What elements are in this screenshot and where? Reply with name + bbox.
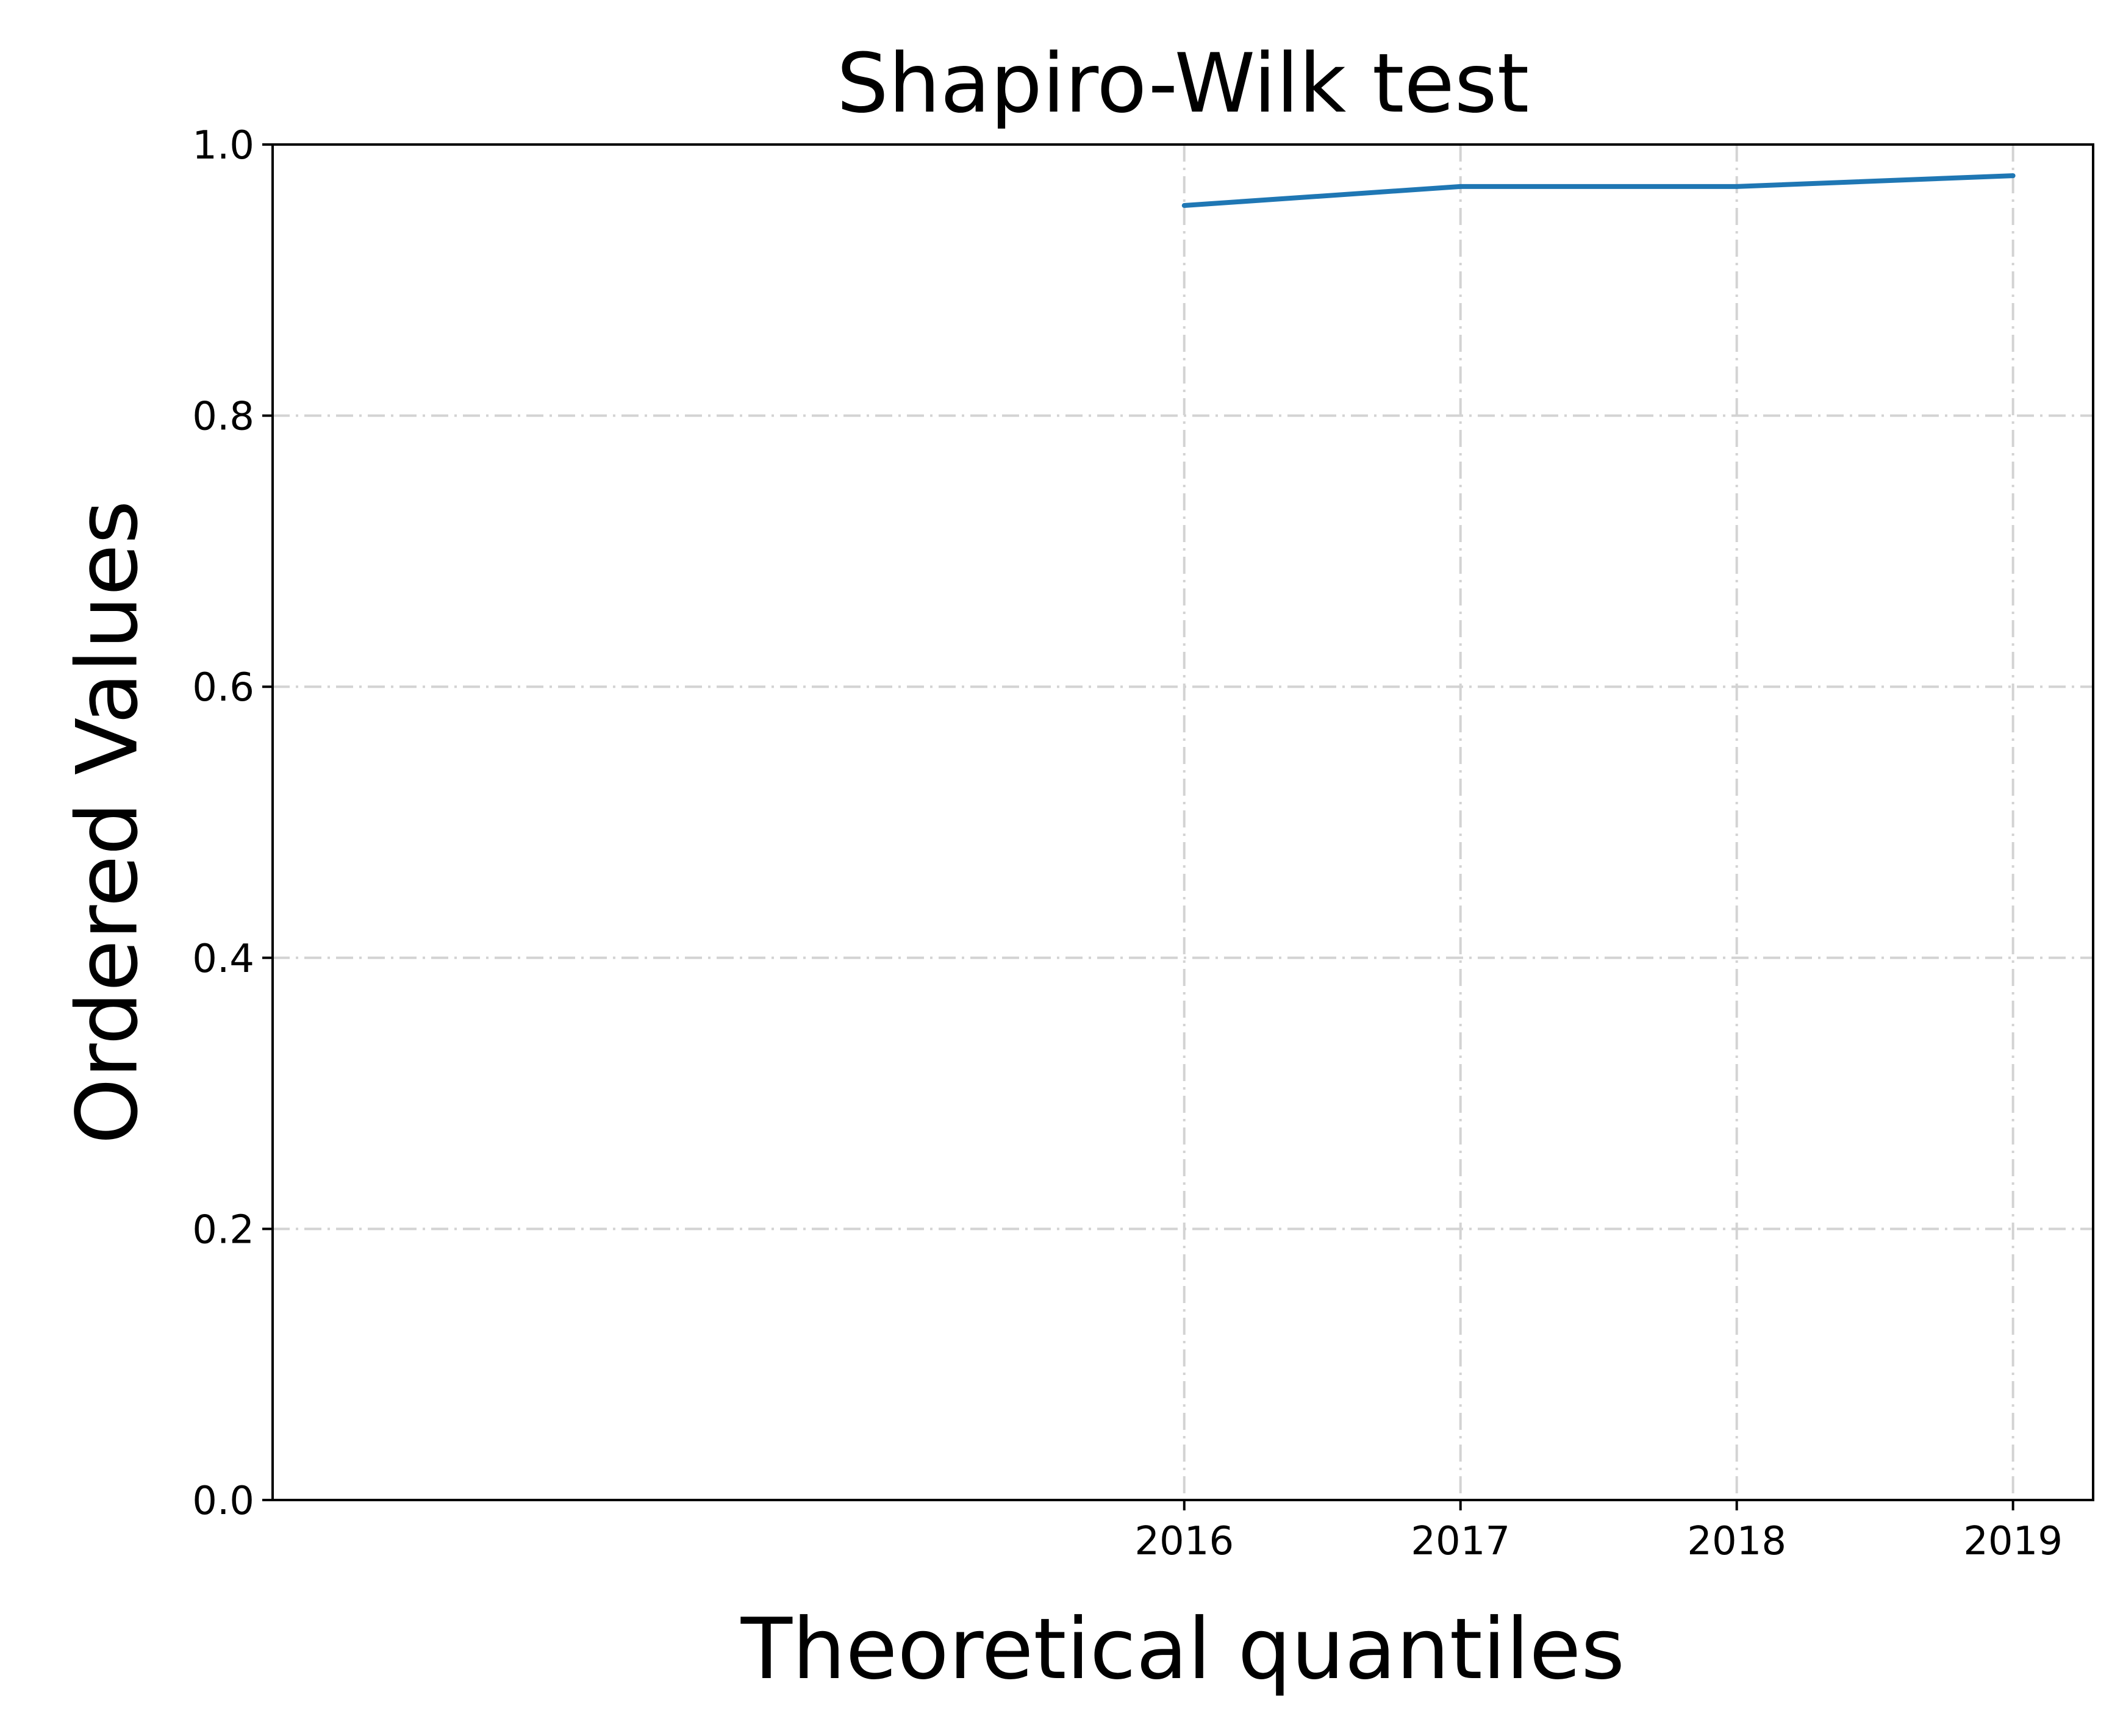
axis-ticks: 0.0 0.2 0.4 0.6 0.8 1.0 2016 2017 2018 2019 — [192, 123, 2063, 1564]
data-point — [2010, 173, 2016, 179]
series-line — [1184, 173, 2013, 208]
x-tick-label: 2016 — [1134, 1519, 1234, 1564]
y-tick-label: 0.2 — [192, 1207, 254, 1252]
grid — [273, 145, 2093, 1500]
y-tick-label: 0.4 — [192, 937, 254, 982]
x-axis-label: Theoretical quantiles — [740, 1600, 1625, 1698]
series-layer — [1181, 173, 2016, 209]
y-tick-label: 0.6 — [192, 665, 254, 710]
x-tick-label: 2018 — [1687, 1519, 1786, 1564]
x-tick-label: 2017 — [1411, 1519, 1510, 1564]
y-axis-label: Ordered Values — [59, 500, 157, 1144]
y-tick-label: 1.0 — [192, 123, 254, 168]
x-tick-label: 2019 — [1963, 1519, 2063, 1564]
chart-title: Shapiro-Wilk test — [837, 36, 1529, 131]
data-point — [1734, 184, 1739, 189]
data-point — [1458, 184, 1463, 189]
y-tick-label: 0.8 — [192, 395, 254, 440]
data-point — [1181, 203, 1187, 209]
plot-frame — [271, 143, 2094, 1501]
y-tick-label: 0.0 — [192, 1479, 254, 1524]
